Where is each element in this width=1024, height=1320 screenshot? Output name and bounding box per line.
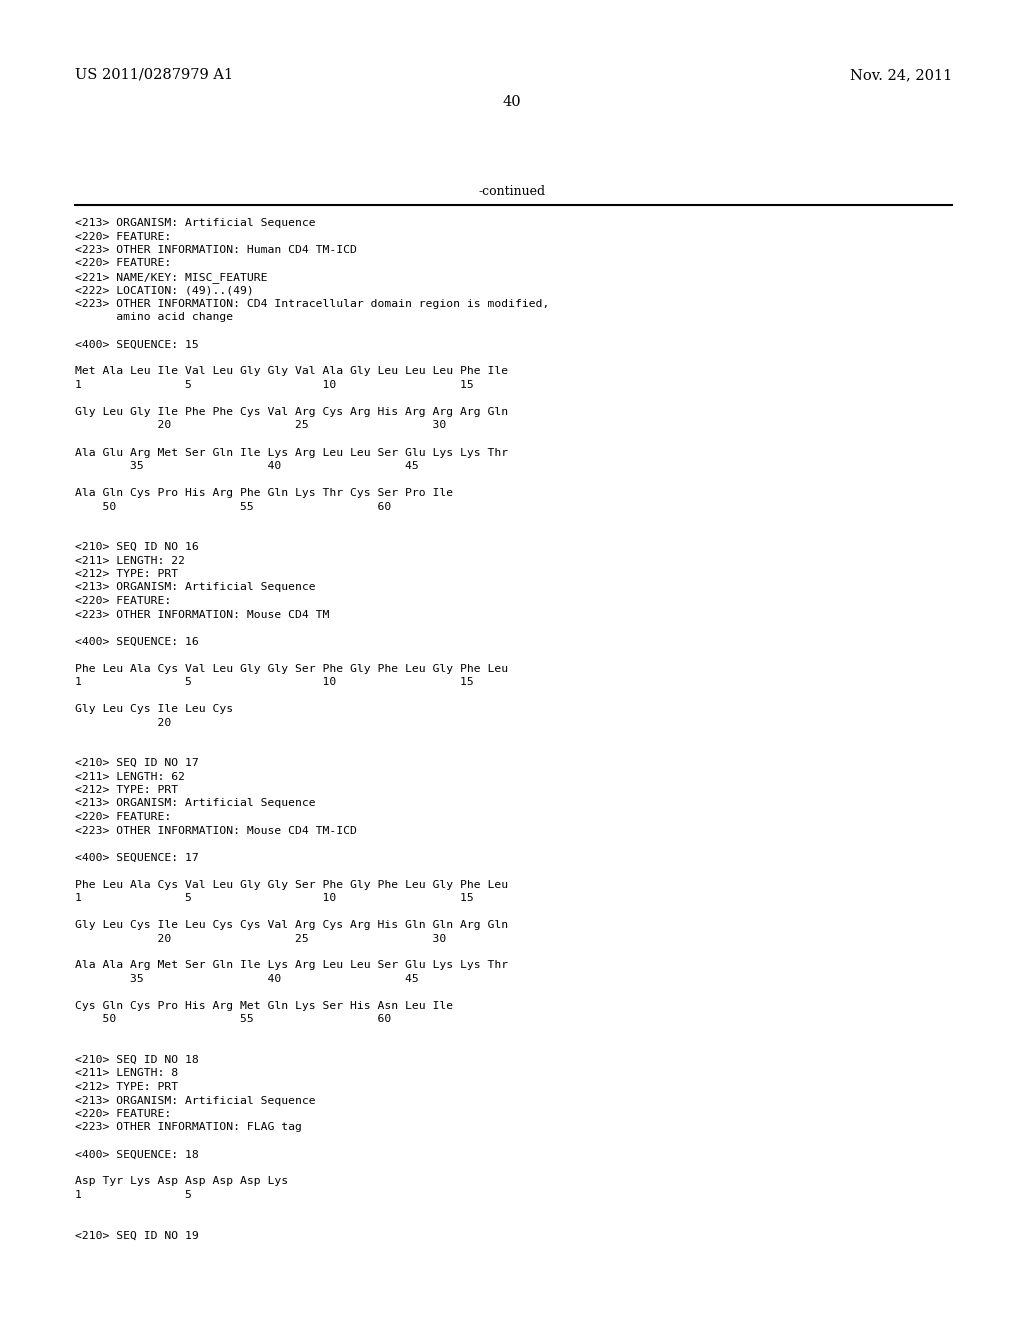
Text: <400> SEQUENCE: 17: <400> SEQUENCE: 17 [75,853,199,862]
Text: <220> FEATURE:: <220> FEATURE: [75,259,171,268]
Text: <210> SEQ ID NO 17: <210> SEQ ID NO 17 [75,758,199,768]
Text: <212> TYPE: PRT: <212> TYPE: PRT [75,569,178,579]
Text: 1               5: 1 5 [75,1191,191,1200]
Text: 35                  40                  45: 35 40 45 [75,974,419,983]
Text: <400> SEQUENCE: 16: <400> SEQUENCE: 16 [75,636,199,647]
Text: <222> LOCATION: (49)..(49): <222> LOCATION: (49)..(49) [75,285,254,296]
Text: <221> NAME/KEY: MISC_FEATURE: <221> NAME/KEY: MISC_FEATURE [75,272,267,282]
Text: Ala Glu Arg Met Ser Gln Ile Lys Arg Leu Leu Ser Glu Lys Lys Thr: Ala Glu Arg Met Ser Gln Ile Lys Arg Leu … [75,447,508,458]
Text: 1               5                   10                  15: 1 5 10 15 [75,894,474,903]
Text: <210> SEQ ID NO 19: <210> SEQ ID NO 19 [75,1230,199,1241]
Text: -continued: -continued [478,185,546,198]
Text: <400> SEQUENCE: 15: <400> SEQUENCE: 15 [75,339,199,350]
Text: Met Ala Leu Ile Val Leu Gly Gly Val Ala Gly Leu Leu Leu Phe Ile: Met Ala Leu Ile Val Leu Gly Gly Val Ala … [75,367,508,376]
Text: Ala Ala Arg Met Ser Gln Ile Lys Arg Leu Leu Ser Glu Lys Lys Thr: Ala Ala Arg Met Ser Gln Ile Lys Arg Leu … [75,961,508,970]
Text: <213> ORGANISM: Artificial Sequence: <213> ORGANISM: Artificial Sequence [75,218,315,228]
Text: <212> TYPE: PRT: <212> TYPE: PRT [75,785,178,795]
Text: 50                  55                  60: 50 55 60 [75,502,391,511]
Text: <213> ORGANISM: Artificial Sequence: <213> ORGANISM: Artificial Sequence [75,799,315,808]
Text: Phe Leu Ala Cys Val Leu Gly Gly Ser Phe Gly Phe Leu Gly Phe Leu: Phe Leu Ala Cys Val Leu Gly Gly Ser Phe … [75,664,508,673]
Text: 20                  25                  30: 20 25 30 [75,933,446,944]
Text: <210> SEQ ID NO 18: <210> SEQ ID NO 18 [75,1055,199,1065]
Text: 40: 40 [503,95,521,110]
Text: US 2011/0287979 A1: US 2011/0287979 A1 [75,69,233,82]
Text: <220> FEATURE:: <220> FEATURE: [75,597,171,606]
Text: 20                  25                  30: 20 25 30 [75,421,446,430]
Text: 1               5                   10                  15: 1 5 10 15 [75,677,474,686]
Text: <220> FEATURE:: <220> FEATURE: [75,1109,171,1119]
Text: <220> FEATURE:: <220> FEATURE: [75,231,171,242]
Text: <211> LENGTH: 22: <211> LENGTH: 22 [75,556,185,565]
Text: <223> OTHER INFORMATION: FLAG tag: <223> OTHER INFORMATION: FLAG tag [75,1122,302,1133]
Text: <220> FEATURE:: <220> FEATURE: [75,812,171,822]
Text: amino acid change: amino acid change [75,313,233,322]
Text: <212> TYPE: PRT: <212> TYPE: PRT [75,1082,178,1092]
Text: Phe Leu Ala Cys Val Leu Gly Gly Ser Phe Gly Phe Leu Gly Phe Leu: Phe Leu Ala Cys Val Leu Gly Gly Ser Phe … [75,879,508,890]
Text: 35                  40                  45: 35 40 45 [75,461,419,471]
Text: Gly Leu Gly Ile Phe Phe Cys Val Arg Cys Arg His Arg Arg Arg Gln: Gly Leu Gly Ile Phe Phe Cys Val Arg Cys … [75,407,508,417]
Text: 50                  55                  60: 50 55 60 [75,1015,391,1024]
Text: Asp Tyr Lys Asp Asp Asp Asp Lys: Asp Tyr Lys Asp Asp Asp Asp Lys [75,1176,288,1187]
Text: <223> OTHER INFORMATION: Human CD4 TM-ICD: <223> OTHER INFORMATION: Human CD4 TM-IC… [75,246,357,255]
Text: Cys Gln Cys Pro His Arg Met Gln Lys Ser His Asn Leu Ile: Cys Gln Cys Pro His Arg Met Gln Lys Ser … [75,1001,454,1011]
Text: <223> OTHER INFORMATION: Mouse CD4 TM: <223> OTHER INFORMATION: Mouse CD4 TM [75,610,330,619]
Text: Ala Gln Cys Pro His Arg Phe Gln Lys Thr Cys Ser Pro Ile: Ala Gln Cys Pro His Arg Phe Gln Lys Thr … [75,488,454,498]
Text: <211> LENGTH: 8: <211> LENGTH: 8 [75,1068,178,1078]
Text: <211> LENGTH: 62: <211> LENGTH: 62 [75,771,185,781]
Text: 1               5                   10                  15: 1 5 10 15 [75,380,474,389]
Text: Gly Leu Cys Ile Leu Cys: Gly Leu Cys Ile Leu Cys [75,704,233,714]
Text: <400> SEQUENCE: 18: <400> SEQUENCE: 18 [75,1150,199,1159]
Text: 20: 20 [75,718,171,727]
Text: <223> OTHER INFORMATION: CD4 Intracellular domain region is modified,: <223> OTHER INFORMATION: CD4 Intracellul… [75,300,549,309]
Text: Gly Leu Cys Ile Leu Cys Cys Val Arg Cys Arg His Gln Gln Arg Gln: Gly Leu Cys Ile Leu Cys Cys Val Arg Cys … [75,920,508,931]
Text: <213> ORGANISM: Artificial Sequence: <213> ORGANISM: Artificial Sequence [75,582,315,593]
Text: Nov. 24, 2011: Nov. 24, 2011 [850,69,952,82]
Text: <210> SEQ ID NO 16: <210> SEQ ID NO 16 [75,543,199,552]
Text: <223> OTHER INFORMATION: Mouse CD4 TM-ICD: <223> OTHER INFORMATION: Mouse CD4 TM-IC… [75,825,357,836]
Text: <213> ORGANISM: Artificial Sequence: <213> ORGANISM: Artificial Sequence [75,1096,315,1106]
